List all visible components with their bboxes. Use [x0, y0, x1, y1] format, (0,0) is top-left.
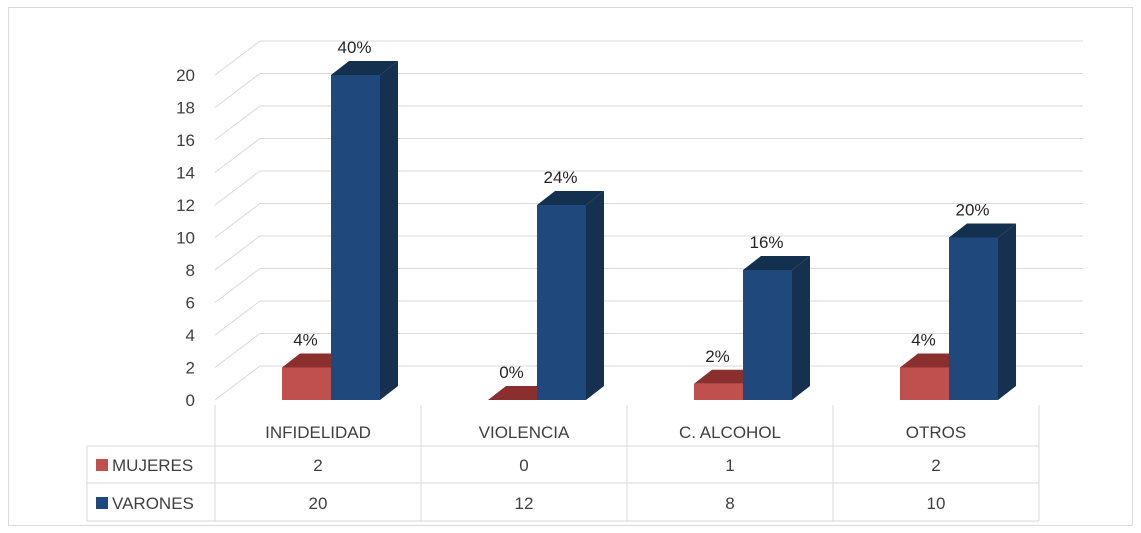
data-label: 40% — [337, 38, 371, 57]
side-gridline — [214, 365, 261, 401]
bar-varones-top — [949, 223, 1016, 238]
data-label: 20% — [955, 201, 989, 220]
data-label: 24% — [543, 168, 577, 187]
bar-varones-top — [743, 256, 810, 270]
data-label: 2% — [705, 347, 730, 366]
table-value: 12 — [515, 494, 534, 513]
y-tick-label: 6 — [186, 294, 195, 313]
y-tick-label: 4 — [186, 326, 195, 345]
bar-varones-side — [998, 223, 1016, 400]
y-tick-label: 16 — [176, 131, 195, 150]
side-gridline — [214, 138, 261, 173]
y-tick-label: 2 — [186, 359, 195, 378]
side-gridline — [214, 333, 261, 368]
y-tick-label: 14 — [176, 164, 195, 183]
legend-key-varones — [96, 497, 108, 509]
table-value: 2 — [931, 456, 940, 475]
category-label: C. ALCOHOL — [679, 423, 781, 442]
side-gridline — [214, 170, 261, 206]
y-tick-label: 0 — [186, 391, 195, 410]
data-label: 0% — [499, 363, 524, 382]
data-label: 16% — [749, 233, 783, 252]
table-value: 8 — [725, 494, 734, 513]
bar-varones-side — [586, 191, 604, 400]
side-gridline — [214, 40, 261, 76]
side-gridline — [214, 235, 261, 271]
bar-varones-top — [331, 61, 398, 75]
bar-mujeres-front — [694, 383, 743, 400]
y-tick-label: 8 — [186, 261, 195, 280]
side-gridline — [214, 105, 261, 141]
side-gridline — [214, 268, 261, 303]
bar-varones-front — [949, 237, 998, 400]
bar-varones-front — [743, 270, 792, 400]
bar-varones-top — [537, 191, 604, 205]
side-gridline — [214, 300, 261, 336]
table-value: 2 — [313, 456, 322, 475]
table-value: 0 — [519, 456, 528, 475]
y-tick-label: 10 — [176, 229, 195, 248]
y-tick-label: 18 — [176, 99, 195, 118]
bar-varones-front — [537, 205, 586, 400]
legend-name: MUJERES — [112, 456, 193, 475]
bar-varones-front — [331, 75, 380, 400]
y-tick-label: 12 — [176, 196, 195, 215]
category-label: INFIDELIDAD — [265, 423, 371, 442]
y-tick-label: 20 — [176, 66, 195, 85]
category-label: OTROS — [906, 423, 966, 442]
data-label: 4% — [911, 331, 936, 350]
table-value: 10 — [927, 494, 946, 513]
table-value: 20 — [309, 494, 328, 513]
side-gridline — [214, 73, 261, 108]
bar-varones-side — [792, 256, 810, 400]
bar-mujeres-front — [900, 367, 949, 400]
side-gridline — [214, 203, 261, 238]
category-label: VIOLENCIA — [479, 423, 570, 442]
bar-varones-side — [380, 61, 398, 400]
legend-name: VARONES — [112, 494, 194, 513]
legend-key-mujeres — [96, 459, 108, 471]
data-label: 4% — [293, 331, 318, 350]
bar-mujeres-front — [282, 367, 331, 400]
table-value: 1 — [725, 456, 734, 475]
